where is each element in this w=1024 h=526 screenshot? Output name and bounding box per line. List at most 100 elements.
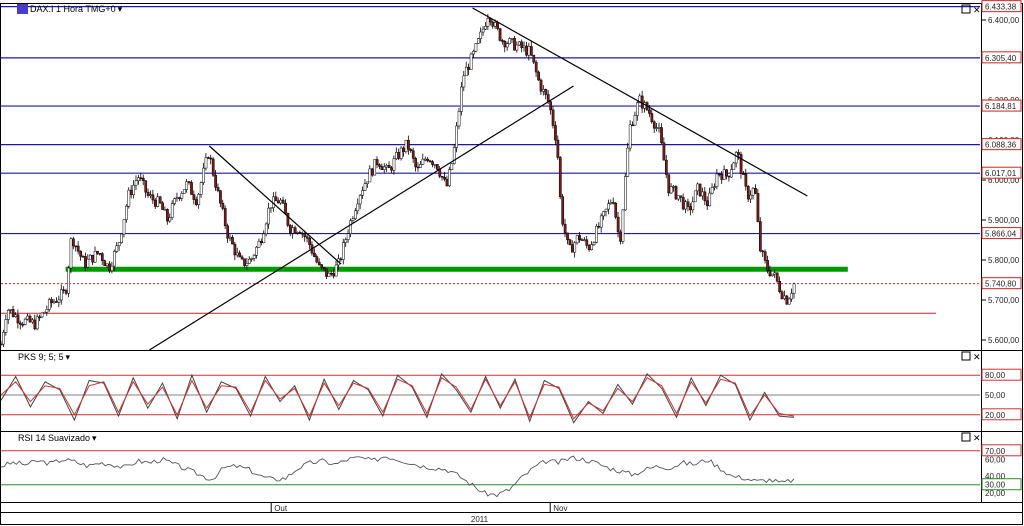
sto-title-caret-icon[interactable]: ▾ [66, 352, 71, 362]
candle-body [648, 109, 651, 114]
rsi-close-icon[interactable]: ✕ [973, 433, 981, 443]
price-label-text: 6.433,38 [985, 3, 1017, 12]
price-label-box [981, 277, 1022, 290]
candle-body [737, 152, 741, 155]
price-axis-tick-label: 5.700,00 [988, 296, 1020, 305]
candle-body [204, 157, 208, 169]
main-title-caret-icon[interactable]: ▾ [118, 4, 123, 14]
main-close-icon[interactable]: ✕ [973, 5, 981, 15]
price-label-text: 6.088,36 [985, 141, 1017, 150]
candle-body [561, 196, 565, 225]
candle-body [404, 140, 408, 152]
sto-title-group[interactable]: PKS 9; 5; 5 ▾ [18, 352, 71, 362]
candle-body [771, 273, 774, 277]
candle-body [464, 66, 468, 77]
sto-maximize-icon[interactable] [961, 351, 971, 361]
candle-body [274, 196, 278, 202]
candle-body [780, 291, 784, 299]
candle-body [14, 314, 17, 317]
candle-body [303, 233, 307, 238]
price-label-box [981, 227, 1022, 240]
candle-body [248, 258, 251, 264]
candle-body [556, 139, 560, 158]
candle-body [211, 158, 215, 176]
candle-body [431, 161, 434, 165]
candle-body [532, 54, 536, 63]
candle-body [573, 242, 577, 253]
candle-body [52, 301, 56, 304]
trendline [149, 85, 574, 351]
candle-body [508, 38, 512, 44]
price-axis-tick-label: 5.600,00 [988, 336, 1020, 345]
price-label-box [981, 99, 1022, 112]
sto-title[interactable]: PKS 9; 5; 5 [18, 352, 64, 362]
candle-body [681, 197, 685, 210]
candle-body [55, 301, 58, 303]
candle-body [662, 142, 666, 161]
candle-body [672, 186, 675, 188]
candle-body [505, 43, 509, 48]
rsi-title[interactable]: RSI 14 Suavizado [18, 433, 90, 443]
candle-body [597, 225, 601, 228]
main-title-group[interactable]: DAX.I 1 Hora TMG+0 ▾ [17, 4, 123, 14]
candle-body [392, 158, 396, 171]
candle-body [455, 125, 458, 148]
candle-body [578, 235, 581, 240]
candle-body [570, 244, 574, 253]
candle-body [252, 255, 256, 259]
candle-body [590, 244, 593, 250]
candle-body [26, 315, 29, 320]
sto-series-line [0, 377, 795, 420]
candle-body [23, 318, 27, 325]
rsi-title-group[interactable]: RSI 14 Suavizado ▾ [18, 433, 97, 443]
candle-body [701, 191, 704, 197]
sto-close-icon[interactable]: ✕ [973, 352, 981, 362]
year-axis-frame [0, 512, 1023, 525]
candle-body [122, 219, 126, 235]
candle-body [616, 216, 620, 233]
candle-body [419, 164, 422, 168]
candle-body [146, 191, 150, 196]
rsi-title-caret-icon[interactable]: ▾ [92, 433, 97, 443]
rsi-maximize-icon[interactable] [961, 432, 971, 442]
candle-body [657, 127, 661, 129]
main-price-axis: 6.400,006.300,006.200,006.100,006.000,00… [981, 0, 1022, 345]
candle-body [542, 89, 545, 92]
candle-body [91, 254, 95, 263]
candle-body [370, 168, 374, 176]
candle-body [443, 176, 446, 180]
candle-body [33, 319, 37, 330]
candle-body [50, 299, 54, 304]
candle-body [720, 174, 724, 180]
candle-body [86, 258, 90, 268]
main-maximize-icon[interactable] [961, 4, 971, 14]
main-window-buttons: ✕ [961, 4, 981, 15]
candle-body [305, 236, 309, 239]
candle-body [621, 209, 625, 242]
candle-body [395, 152, 398, 160]
candle-body [363, 183, 367, 191]
time-axis: Out Nov 2011 [270, 503, 567, 524]
sto-axis-tick-label: 20,00 [985, 411, 1006, 420]
candle-body [713, 186, 716, 188]
candle-body [132, 184, 136, 195]
candle-body [469, 53, 473, 70]
candle-body [715, 173, 719, 187]
candle-body [761, 250, 765, 253]
candle-body [129, 189, 133, 195]
candle-body [344, 239, 348, 243]
candle-body [21, 324, 25, 326]
candle-body [192, 194, 196, 200]
rsi-panel-frame [0, 431, 982, 503]
candle-body [749, 194, 753, 200]
year-axis-label: 2011 [471, 515, 489, 524]
candle-body [320, 264, 324, 268]
main-title[interactable]: DAX.I 1 Hora TMG+0 [30, 4, 116, 14]
sto-axis-tick-label: 50,00 [985, 391, 1006, 400]
time-axis-label: Out [274, 504, 288, 513]
candle-body [727, 175, 731, 178]
candle-body [221, 202, 225, 209]
candle-body [103, 260, 107, 266]
candle-body [604, 208, 608, 212]
